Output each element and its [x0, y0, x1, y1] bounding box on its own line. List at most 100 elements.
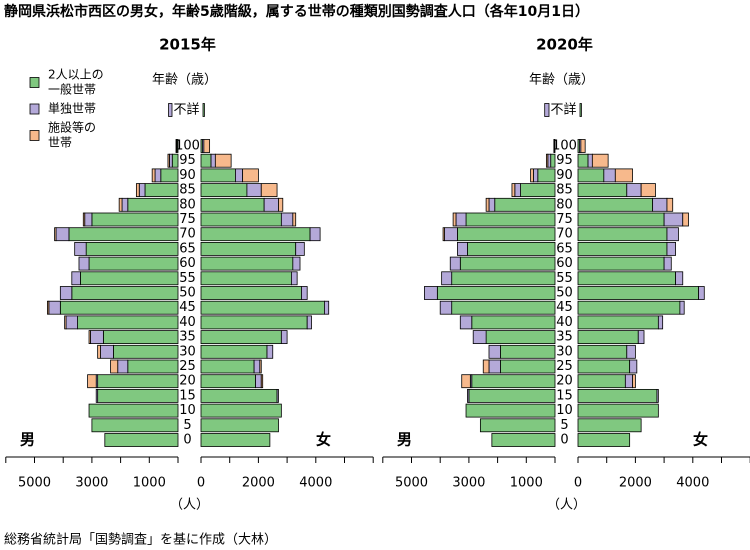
age-label: 95	[556, 153, 573, 168]
legend-label: 施設等の	[48, 120, 96, 135]
bar-female	[577, 227, 668, 242]
bar-female	[577, 418, 642, 433]
age-label: 0	[183, 433, 191, 448]
bar-male	[175, 139, 177, 153]
age-label: 45	[556, 300, 573, 315]
source-note: 総務省統計局「国勢調査」を基に作成（大林）	[4, 532, 277, 548]
bar-female	[200, 344, 268, 359]
bar-male	[127, 197, 179, 212]
bar-female	[260, 374, 264, 389]
age-label: 5	[560, 418, 568, 433]
bar-male	[168, 153, 173, 168]
bar-male	[110, 359, 119, 374]
bar-male	[151, 168, 156, 183]
bar-female	[200, 256, 294, 271]
age-label: 85	[179, 183, 196, 198]
bar-male	[544, 103, 550, 117]
bar-female	[632, 374, 636, 389]
age-label: 100	[552, 139, 577, 154]
bar-male	[135, 183, 140, 198]
age-label: 90	[556, 168, 573, 183]
bar-female	[640, 183, 656, 198]
bar-female	[698, 286, 705, 300]
bar-female	[682, 212, 689, 227]
bar-male	[459, 315, 473, 330]
age-label: 45	[179, 300, 196, 315]
bar-female	[295, 241, 305, 256]
age-label: 85	[556, 183, 573, 198]
bar-male	[530, 168, 534, 183]
bar-male	[449, 256, 461, 271]
bar-female	[266, 344, 274, 359]
x-tick-label: 5000	[395, 476, 428, 491]
x-tick-label: 3000	[75, 476, 108, 491]
bar-female	[577, 153, 589, 168]
bar-female	[200, 227, 311, 242]
age-label: 30	[556, 344, 573, 359]
bar-male	[488, 197, 496, 212]
age-label: 不詳	[550, 102, 576, 118]
bar-male	[118, 197, 123, 212]
bar-female	[255, 374, 262, 389]
bar-female	[200, 183, 248, 198]
age-label: 0	[560, 433, 568, 448]
bar-male	[436, 286, 556, 300]
bar-male	[113, 344, 179, 359]
bar-female	[202, 103, 205, 117]
bar-female	[663, 256, 672, 271]
bar-male	[451, 271, 556, 286]
bar-male	[74, 241, 87, 256]
bar-male	[71, 271, 81, 286]
bar-female	[663, 212, 684, 227]
bar-male	[494, 197, 556, 212]
bar-female	[260, 183, 278, 198]
bar-male	[537, 168, 556, 183]
bar-female	[657, 315, 664, 330]
bar-female	[200, 197, 265, 212]
bar-female	[263, 197, 279, 212]
x-tick-label: 0	[574, 476, 582, 491]
x-tick-label: 5000	[18, 476, 51, 491]
bar-female	[200, 330, 282, 345]
bar-female	[624, 374, 633, 389]
bar-male	[87, 374, 97, 389]
bar-female	[200, 388, 278, 403]
bar-female	[292, 212, 297, 227]
bar-female	[200, 212, 282, 227]
age-label: 60	[556, 256, 573, 271]
age-label: 95	[179, 153, 196, 168]
x-unit: （人）	[170, 498, 209, 513]
age-label: 10	[556, 403, 573, 418]
age-label: 70	[556, 227, 573, 242]
bar-female	[577, 197, 654, 212]
bar-female	[629, 359, 638, 374]
bar-male	[88, 256, 179, 271]
panel-title: 2020年	[536, 36, 593, 54]
bar-male	[104, 433, 179, 447]
age-label: 40	[556, 315, 573, 330]
bar-female	[200, 374, 256, 389]
bar-female	[577, 403, 659, 418]
left-label: 男	[20, 431, 35, 449]
bar-male	[471, 315, 556, 330]
bar-female	[235, 168, 244, 183]
x-tick-label: 4000	[676, 476, 709, 491]
bar-female	[214, 153, 232, 168]
age-label: 40	[179, 315, 196, 330]
bar-female	[614, 168, 633, 183]
x-tick-label: 2000	[619, 476, 652, 491]
bar-male	[160, 168, 179, 183]
age-label: 25	[556, 359, 573, 374]
bar-male	[78, 256, 90, 271]
bar-male	[100, 344, 114, 359]
bar-male	[171, 153, 179, 168]
age-axis-label: 年齢（歳）	[529, 73, 594, 88]
bar-female	[626, 183, 642, 198]
bar-female	[577, 271, 676, 286]
bar-female	[324, 300, 330, 315]
bar-female	[591, 153, 609, 168]
left-label: 男	[397, 431, 412, 449]
bar-female	[626, 344, 636, 359]
right-label: 女	[693, 431, 708, 449]
